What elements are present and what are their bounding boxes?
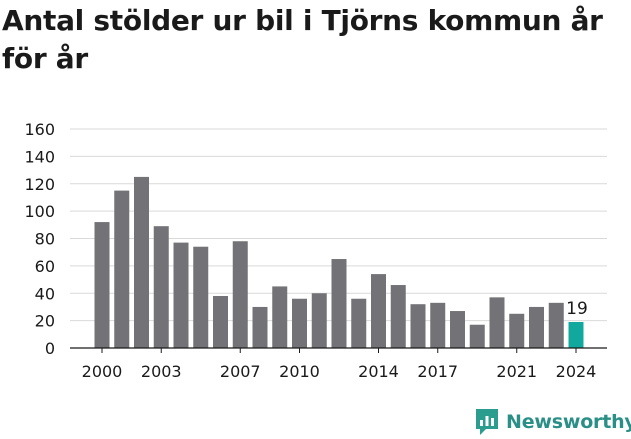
brand-logo: Newsworthy — [474, 405, 631, 439]
x-tick-label: 2021 — [496, 362, 537, 381]
bar-2024 — [568, 321, 584, 348]
y-tick-label: 80 — [35, 230, 55, 249]
bar-2005 — [193, 246, 209, 348]
bar-2000 — [94, 222, 110, 348]
y-tick-label: 20 — [35, 312, 55, 331]
bar-2001 — [114, 190, 130, 348]
bar-2022 — [529, 306, 544, 348]
x-tick-label: 2000 — [82, 362, 123, 381]
bars — [94, 176, 584, 348]
bar-2016 — [410, 304, 426, 348]
bar-2020 — [489, 297, 505, 348]
bar-2014 — [371, 274, 386, 348]
y-tick-label: 100 — [24, 202, 55, 221]
bar-2021 — [509, 313, 525, 348]
x-axis-ticks: 2000 2003 2007 2010 2014 2017 2021 2024 — [82, 348, 597, 381]
y-axis-ticks: 0 20 40 60 80 100 120 140 160 — [24, 120, 55, 358]
x-tick-label: 2010 — [279, 362, 320, 381]
bar-2019 — [469, 324, 485, 348]
data-label: 19 — [566, 299, 588, 319]
bar-2009 — [272, 286, 288, 348]
brand-name: Newsworthy — [506, 411, 631, 433]
y-tick-label: 0 — [45, 339, 55, 358]
bar-2017 — [430, 302, 446, 348]
bar-2012 — [331, 259, 347, 348]
bar-2018 — [450, 311, 465, 348]
bar-2013 — [351, 298, 367, 348]
bar-2004 — [173, 242, 189, 348]
y-tick-label: 40 — [35, 284, 55, 303]
newsworthy-logo-icon — [476, 409, 498, 435]
bar-2007 — [232, 241, 248, 348]
x-tick-label: 2003 — [141, 362, 182, 381]
bar-2003 — [153, 226, 169, 348]
bar-2006 — [213, 295, 228, 348]
y-tick-label: 160 — [24, 120, 55, 139]
bar-2002 — [134, 176, 149, 348]
y-tick-label: 120 — [24, 175, 55, 194]
x-tick-label: 2024 — [556, 362, 597, 381]
bar-2023 — [548, 302, 564, 348]
data-labels: 19 — [566, 299, 588, 319]
y-tick-label: 60 — [35, 257, 55, 276]
x-tick-label: 2007 — [220, 362, 261, 381]
chart-title: Antal stölder ur bil i Tjörns kommun år … — [2, 4, 603, 75]
bar-2011 — [311, 293, 327, 348]
x-tick-label: 2017 — [417, 362, 458, 381]
y-tick-label: 140 — [24, 147, 55, 166]
bar-2010 — [292, 298, 307, 348]
bar-2015 — [390, 285, 406, 348]
bar-2008 — [252, 306, 268, 348]
x-tick-label: 2014 — [358, 362, 399, 381]
